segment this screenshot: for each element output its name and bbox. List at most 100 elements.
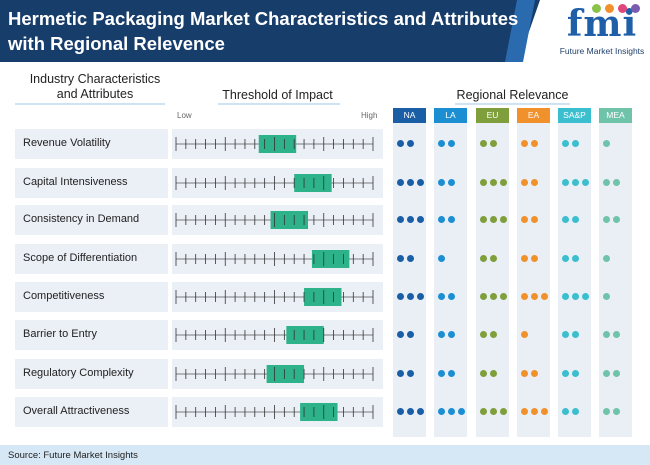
relevance-dot bbox=[562, 293, 569, 300]
impact-track bbox=[172, 244, 383, 274]
relevance-dot bbox=[521, 331, 528, 338]
relevance-dot bbox=[417, 179, 424, 186]
relevance-dots bbox=[521, 408, 548, 415]
relevance-dot bbox=[480, 370, 487, 377]
relevance-dot bbox=[448, 370, 455, 377]
relevance-dot bbox=[480, 179, 487, 186]
relevance-dot bbox=[438, 370, 445, 377]
page-title: Hermetic Packaging Market Characteristic… bbox=[8, 8, 519, 54]
relevance-dot bbox=[417, 293, 424, 300]
relevance-dot bbox=[490, 179, 497, 186]
relevance-dot bbox=[438, 293, 445, 300]
relevance-dot bbox=[562, 140, 569, 147]
relevance-dots bbox=[562, 331, 579, 338]
relevance-dot bbox=[438, 216, 445, 223]
relevance-dot bbox=[572, 331, 579, 338]
relevance-dot bbox=[603, 216, 610, 223]
relevance-dot bbox=[603, 255, 610, 262]
relevance-dot bbox=[613, 370, 620, 377]
relevance-dots bbox=[438, 140, 455, 147]
relevance-dot bbox=[613, 179, 620, 186]
relevance-dot bbox=[521, 408, 528, 415]
impact-track bbox=[172, 359, 383, 389]
region-column-eu bbox=[476, 123, 509, 437]
relevance-dots bbox=[438, 370, 455, 377]
source-footer: Source: Future Market Insights bbox=[0, 445, 650, 465]
relevance-dot bbox=[531, 140, 538, 147]
relevance-dot bbox=[480, 408, 487, 415]
relevance-dots bbox=[397, 140, 414, 147]
impact-track bbox=[172, 397, 383, 427]
relevance-dot bbox=[603, 331, 610, 338]
impact-bar bbox=[300, 403, 338, 421]
impact-bar bbox=[258, 135, 297, 153]
relevance-dot bbox=[500, 408, 507, 415]
relevance-dots bbox=[603, 255, 610, 262]
relevance-dot bbox=[397, 179, 404, 186]
relevance-dot bbox=[480, 331, 487, 338]
relevance-dot bbox=[438, 255, 445, 262]
relevance-dot bbox=[397, 331, 404, 338]
relevance-dot bbox=[397, 140, 404, 147]
characteristic-row: Overall Attractiveness bbox=[15, 397, 168, 427]
characteristic-label: Consistency in Demand bbox=[23, 213, 140, 225]
relevance-dot bbox=[407, 331, 414, 338]
relevance-dot bbox=[562, 255, 569, 262]
characteristic-row: Consistency in Demand bbox=[15, 205, 168, 235]
characteristics-header: Industry Characteristics and Attributes bbox=[29, 72, 161, 101]
impact-bar bbox=[304, 288, 342, 306]
relevance-dots bbox=[438, 331, 455, 338]
relevance-dot bbox=[603, 370, 610, 377]
region-tag: LA bbox=[434, 108, 467, 123]
impact-bar bbox=[266, 365, 305, 383]
relevance-dots bbox=[480, 370, 497, 377]
relevance-dot bbox=[562, 216, 569, 223]
relevance-dot bbox=[531, 293, 538, 300]
relevance-dot bbox=[562, 179, 569, 186]
relevance-dots bbox=[521, 216, 538, 223]
relevance-dot bbox=[490, 140, 497, 147]
relevance-dots bbox=[480, 216, 507, 223]
relevance-dot bbox=[438, 408, 445, 415]
fmi-logo: fmi Future Market Insights bbox=[556, 4, 648, 60]
relevance-dots bbox=[438, 179, 455, 186]
relevance-dot bbox=[500, 216, 507, 223]
relevance-dot bbox=[572, 140, 579, 147]
relevance-dot bbox=[490, 408, 497, 415]
relevance-dots bbox=[480, 408, 507, 415]
characteristic-label: Competitiveness bbox=[23, 290, 105, 302]
relevance-dots bbox=[397, 216, 424, 223]
characteristic-row: Barrier to Entry bbox=[15, 320, 168, 350]
relevance-dot bbox=[480, 293, 487, 300]
relevance-dots bbox=[603, 293, 610, 300]
relevance-dots bbox=[603, 140, 610, 147]
relevance-dot bbox=[603, 140, 610, 147]
region-tag: NA bbox=[393, 108, 426, 123]
relevance-dot bbox=[541, 408, 548, 415]
impact-track bbox=[172, 282, 383, 312]
relevance-dots bbox=[521, 140, 538, 147]
relevance-dots bbox=[397, 293, 424, 300]
relevance-dot bbox=[572, 293, 579, 300]
relevance-dot bbox=[407, 216, 414, 223]
relevance-dots bbox=[438, 216, 455, 223]
relevance-dot bbox=[417, 216, 424, 223]
relevance-dot bbox=[407, 408, 414, 415]
relevance-dot bbox=[613, 331, 620, 338]
region-tag: EA bbox=[517, 108, 550, 123]
characteristic-label: Overall Attractiveness bbox=[23, 405, 130, 417]
relevance-dot bbox=[448, 179, 455, 186]
relevance-dot bbox=[458, 408, 465, 415]
relevance-dot bbox=[531, 255, 538, 262]
relevance-dots bbox=[562, 293, 589, 300]
region-column-na bbox=[393, 123, 426, 437]
relevance-dot bbox=[521, 179, 528, 186]
relevance-dot bbox=[448, 408, 455, 415]
relevance-dot bbox=[603, 179, 610, 186]
relevance-dot bbox=[480, 140, 487, 147]
relevance-dot bbox=[531, 179, 538, 186]
relevance-dots bbox=[603, 216, 620, 223]
relevance-dots bbox=[480, 293, 507, 300]
impact-track bbox=[172, 168, 383, 198]
impact-track bbox=[172, 129, 383, 159]
